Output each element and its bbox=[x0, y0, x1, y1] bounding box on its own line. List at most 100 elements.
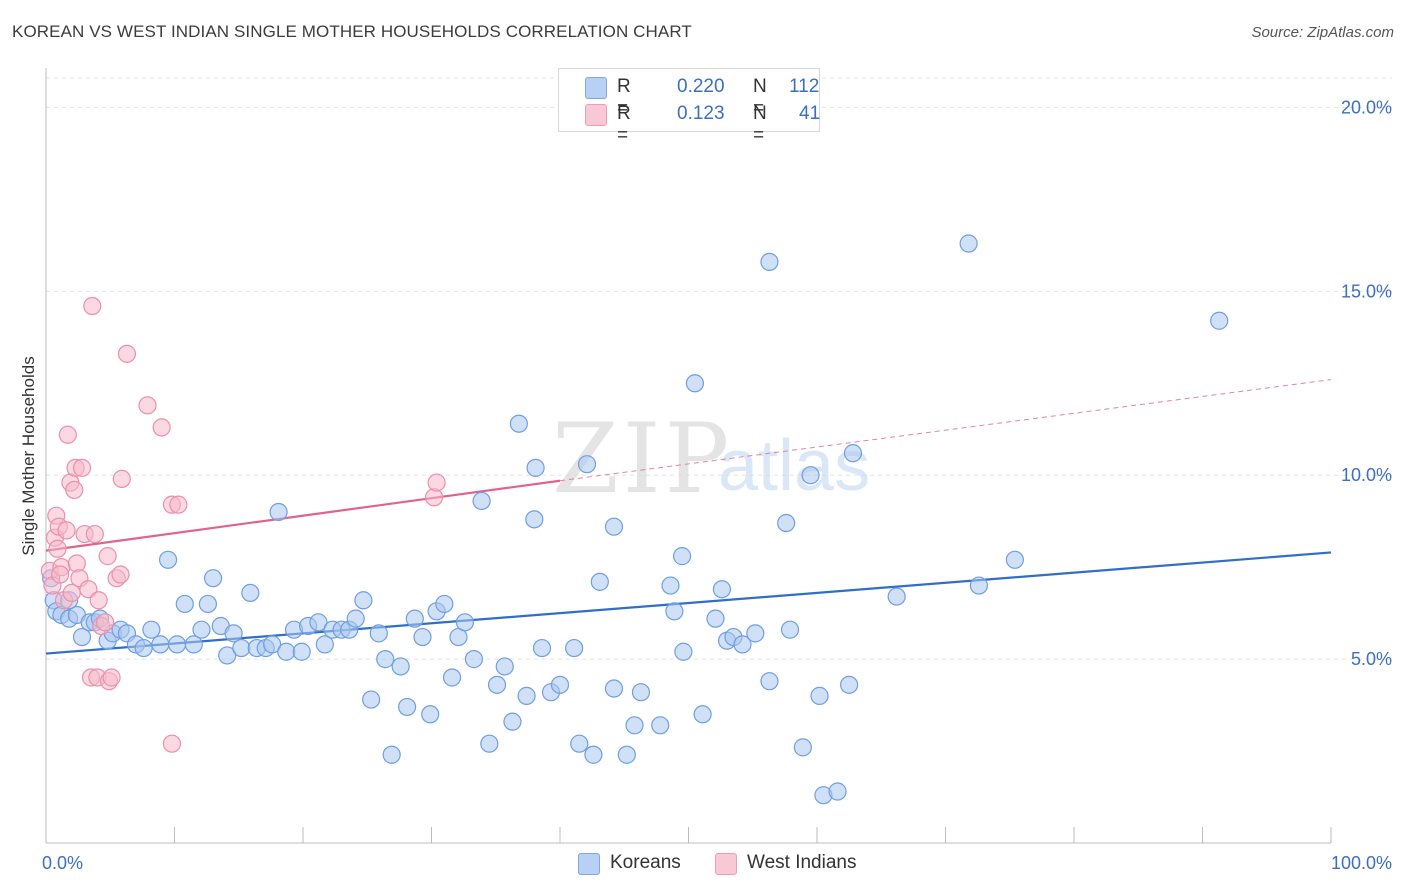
data-point bbox=[427, 473, 446, 492]
series-koreans bbox=[42, 234, 1229, 805]
data-point bbox=[442, 668, 462, 687]
data-point bbox=[464, 650, 484, 669]
data-point bbox=[346, 609, 365, 628]
data-point bbox=[651, 716, 670, 735]
legend-r-label: R = bbox=[617, 76, 631, 119]
watermark-atlas: atlas bbox=[718, 426, 870, 506]
data-point bbox=[793, 738, 812, 757]
data-point bbox=[192, 620, 211, 639]
data-point bbox=[604, 517, 624, 536]
y-tick-label: 15.0% bbox=[1341, 281, 1392, 301]
data-point bbox=[577, 455, 597, 474]
data-point bbox=[706, 609, 725, 628]
data-point bbox=[117, 344, 137, 363]
axis-layer bbox=[45, 68, 1332, 844]
data-point bbox=[241, 583, 260, 603]
x-tick-label: 0.0% bbox=[42, 853, 83, 873]
grid-layer bbox=[46, 77, 1392, 660]
data-point bbox=[134, 638, 153, 658]
data-point bbox=[526, 458, 545, 477]
data-point bbox=[96, 613, 115, 632]
data-point bbox=[674, 642, 693, 661]
data-point bbox=[391, 657, 410, 676]
data-point bbox=[828, 782, 847, 801]
data-point bbox=[693, 705, 712, 724]
y-tick-label: 20.0% bbox=[1341, 97, 1392, 117]
data-point bbox=[89, 591, 108, 610]
data-point bbox=[167, 635, 187, 654]
data-point bbox=[840, 675, 859, 694]
correlation-legend: R = 0.220 N = 112 R = 0.123 N = 41 bbox=[558, 68, 820, 146]
trend-line-extension bbox=[559, 379, 1332, 482]
data-point bbox=[175, 594, 194, 614]
bottom-legend-label-koreans: Koreans bbox=[610, 852, 681, 873]
data-point bbox=[198, 594, 218, 614]
data-point bbox=[959, 234, 978, 253]
data-point bbox=[369, 624, 388, 643]
data-point bbox=[746, 624, 765, 643]
data-point bbox=[604, 679, 624, 698]
y-axis-label: Single Mother Households bbox=[19, 356, 38, 555]
data-point bbox=[1210, 311, 1229, 330]
y-tick-label: 5.0% bbox=[1351, 649, 1392, 669]
watermark-zip: ZIP bbox=[552, 403, 733, 515]
data-point bbox=[85, 524, 104, 544]
data-point bbox=[162, 734, 182, 753]
data-point bbox=[480, 734, 499, 753]
data-point bbox=[487, 675, 507, 694]
data-point bbox=[362, 690, 381, 709]
data-point bbox=[760, 252, 779, 271]
legend-r-value: 0.220 bbox=[677, 76, 725, 97]
data-point bbox=[151, 635, 170, 654]
data-point bbox=[269, 502, 288, 522]
data-point bbox=[503, 712, 522, 731]
data-point bbox=[405, 609, 424, 628]
data-point bbox=[672, 547, 692, 566]
data-point bbox=[801, 466, 820, 485]
data-point bbox=[309, 613, 328, 632]
data-point bbox=[421, 705, 440, 724]
data-point bbox=[712, 580, 732, 599]
data-point bbox=[685, 374, 705, 393]
data-point bbox=[72, 627, 92, 647]
trend-lines bbox=[45, 379, 1332, 655]
data-point bbox=[57, 521, 76, 540]
data-point bbox=[67, 554, 86, 573]
data-point bbox=[495, 657, 514, 676]
data-point bbox=[277, 642, 296, 661]
data-point bbox=[777, 513, 796, 533]
data-point bbox=[472, 491, 491, 511]
data-point bbox=[203, 569, 223, 588]
data-point bbox=[58, 425, 77, 444]
data-point bbox=[112, 469, 131, 488]
source-label: Source: ZipAtlas.com bbox=[1251, 24, 1394, 41]
trend-line bbox=[45, 479, 561, 552]
bottom-legend-swatch-koreans bbox=[578, 853, 600, 875]
data-point bbox=[532, 638, 552, 658]
data-point bbox=[590, 572, 609, 591]
data-point bbox=[142, 620, 161, 639]
legend-swatch-west-indians bbox=[585, 104, 607, 126]
x-tick-label: 100.0% bbox=[1331, 853, 1392, 873]
trend-line bbox=[45, 551, 1332, 655]
data-point bbox=[517, 686, 536, 705]
data-point bbox=[413, 627, 432, 647]
data-point bbox=[138, 396, 157, 415]
data-point bbox=[65, 480, 84, 500]
data-point bbox=[509, 414, 528, 433]
series-west-indians bbox=[40, 296, 446, 753]
data-point bbox=[376, 650, 395, 669]
data-point bbox=[158, 550, 178, 569]
data-point bbox=[550, 675, 570, 694]
data-point bbox=[382, 745, 401, 764]
data-point bbox=[111, 565, 130, 584]
chart-title: KOREAN VS WEST INDIAN SINGLE MOTHER HOUS… bbox=[12, 22, 692, 41]
legend-swatch-koreans bbox=[585, 77, 607, 99]
data-point bbox=[570, 734, 589, 753]
data-point bbox=[810, 686, 829, 705]
bottom-legend-label-west-indians: West Indians bbox=[747, 852, 857, 873]
data-point bbox=[263, 635, 282, 654]
data-point bbox=[72, 458, 92, 477]
data-point bbox=[843, 444, 863, 463]
data-point bbox=[424, 488, 444, 507]
